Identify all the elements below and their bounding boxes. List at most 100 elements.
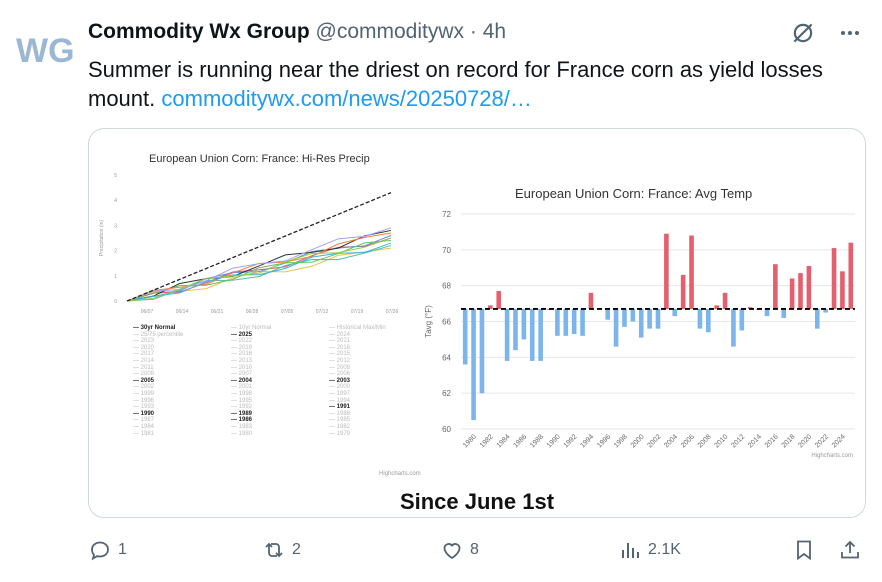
timestamp[interactable]: 4h	[482, 20, 507, 43]
share-button[interactable]	[838, 538, 862, 562]
legend-item: — 2002	[133, 384, 155, 391]
y-tick-label: 2	[114, 249, 117, 255]
x-tick-label: 07/12	[316, 309, 329, 315]
legend-item: — 2020	[133, 344, 155, 351]
temp-bar	[664, 233, 669, 309]
legend-item: — 1981	[133, 430, 155, 437]
precip-series-line	[126, 227, 392, 302]
temp-bar	[823, 308, 828, 313]
temp-bar	[555, 308, 560, 336]
legend-item: — 2012	[329, 357, 351, 364]
legend-item: — 1988	[329, 410, 351, 417]
x-tick-label: 2016	[764, 433, 780, 449]
temp-bar	[714, 305, 719, 309]
temp-bar	[739, 308, 745, 331]
legend-item: — 1995	[231, 397, 253, 404]
temp-bar	[521, 308, 527, 340]
like-count: 8	[470, 541, 479, 558]
temp-bar	[806, 265, 812, 309]
y-tick-label: 0	[114, 299, 117, 305]
y-tick-label: 62	[442, 389, 451, 398]
temp-bar	[580, 308, 585, 336]
legend-item: — 2009	[329, 364, 351, 371]
legend-column: — Historical Max/Min — 2024— 2021— 2018— …	[329, 325, 419, 437]
avatar[interactable]: WG	[14, 26, 76, 70]
temp-bar	[462, 308, 468, 365]
author-handle[interactable]: @commoditywx	[315, 20, 465, 43]
legend-item: — 1980	[231, 430, 253, 437]
x-tick-label: 2002	[646, 433, 662, 449]
legend-column: — 30yr Normal — 25/75 percentile — 2023— 2…	[133, 325, 223, 437]
y-tick-label: 70	[442, 246, 451, 255]
x-tick-label: 2006	[680, 433, 696, 449]
precip-legend: — 30yr Normal — 25/75 percentile — 2023— 2…	[133, 325, 433, 465]
legend-item: — 1989	[231, 410, 253, 417]
legend-item: — 2007	[231, 371, 253, 378]
x-tick-label: 1992	[563, 433, 579, 449]
x-tick-label: 2014	[747, 433, 763, 449]
header-icons	[790, 20, 862, 46]
more-icon[interactable]	[838, 21, 862, 45]
like-button[interactable]: 8	[440, 538, 479, 562]
media-card[interactable]: European Union Corn: France: Hi-Res Prec…	[88, 128, 866, 518]
legend-item: — 10yr Normal	[231, 325, 272, 331]
y-tick-label: 64	[442, 353, 451, 362]
legend-item: — 1990	[133, 410, 155, 417]
heart-icon	[443, 543, 461, 560]
temp-bar	[471, 308, 476, 421]
legend-item: — 1991	[329, 404, 351, 411]
temp-chart-title: European Union Corn: France: Avg Temp	[515, 186, 753, 201]
x-tick-label: 2010	[714, 433, 730, 449]
temp-bar	[571, 308, 577, 335]
x-tick-label: 1998	[613, 433, 629, 449]
x-tick-label: 2022	[814, 433, 830, 449]
legend-item: — 2024	[329, 331, 351, 338]
x-tick-label: 06/07	[141, 309, 154, 315]
legend-column: — 10yr Normal — 2025— 2022— 2019— 2016— 2…	[231, 325, 321, 437]
x-tick-label: 1986	[512, 433, 528, 449]
tweet-link[interactable]: commoditywx.com/news/20250728/…	[161, 86, 532, 111]
repost-button[interactable]: 2	[262, 538, 301, 562]
legend-item: — 2015	[329, 351, 351, 358]
temp-bar	[529, 308, 535, 361]
tweet-header: Commodity Wx Group @commoditywx · 4h	[88, 20, 506, 44]
temp-bar	[647, 308, 652, 329]
x-tick-label: 2024	[831, 433, 847, 449]
precip-series-line	[126, 237, 392, 302]
legend-item: — 2006	[329, 371, 351, 378]
temp-bar	[697, 308, 703, 329]
temp-bar	[630, 308, 636, 322]
legend-item: — 2011	[133, 364, 154, 371]
x-tick-label: 2004	[663, 433, 679, 449]
temp-bar	[613, 308, 619, 347]
reply-count: 1	[118, 541, 127, 558]
reply-button[interactable]: 1	[88, 538, 127, 562]
x-tick-label: 07/26	[386, 309, 399, 315]
x-tick-label: 07/19	[351, 309, 364, 315]
legend-item: — 1993	[133, 404, 155, 411]
temp-bar	[504, 308, 510, 361]
tweet-body: Summer is running near the driest on rec…	[88, 57, 823, 111]
legend-item: — 1999	[133, 390, 155, 397]
x-tick-label: 2020	[797, 433, 813, 449]
views-button[interactable]: 2.1K	[618, 538, 681, 562]
temp-bar	[840, 271, 845, 309]
temp-bar	[848, 242, 854, 309]
temp-bar	[680, 274, 686, 309]
temp-bar	[798, 273, 803, 309]
bookmark-button[interactable]	[792, 538, 816, 562]
precip-series-line	[126, 242, 392, 302]
author-name[interactable]: Commodity Wx Group	[88, 20, 310, 43]
x-tick-label: 1988	[529, 433, 545, 449]
legend-item: — 2022	[231, 338, 253, 345]
temp-bar	[705, 308, 711, 333]
grok-icon[interactable]	[790, 20, 816, 46]
temp-bar	[605, 308, 611, 320]
legend-item: — 1984	[133, 423, 155, 430]
share-icon	[841, 540, 859, 559]
legend-item: — 1987	[133, 417, 155, 424]
legend-item: — 1985	[329, 417, 351, 424]
temp-bar	[622, 308, 627, 327]
legend-item: — 2016	[231, 351, 253, 358]
